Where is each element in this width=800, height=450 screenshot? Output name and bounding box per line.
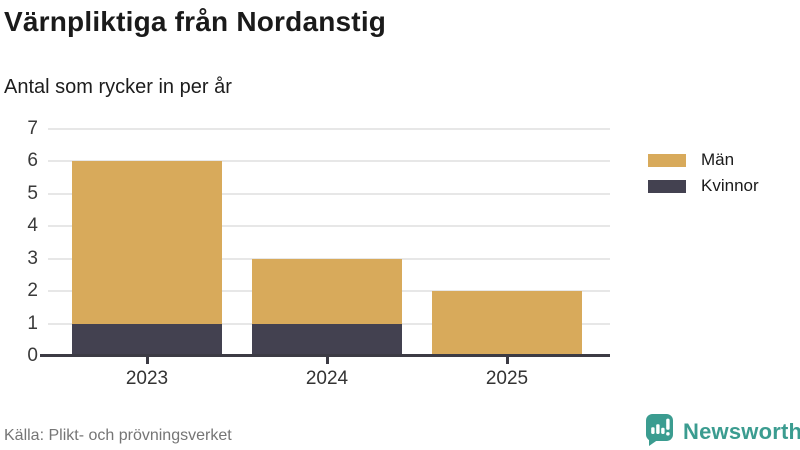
legend: Män Kvinnor	[648, 147, 759, 199]
legend-label-kvinnor: Kvinnor	[701, 176, 759, 195]
y-tick-label-4: 4	[27, 215, 38, 237]
bar-2025-män	[432, 291, 582, 356]
bar-2023-män	[72, 161, 222, 324]
bar-2024-män	[252, 258, 402, 324]
gridline-y6	[48, 160, 610, 163]
y-tick-label-0: 0	[27, 345, 38, 366]
y-tick-label-5: 5	[27, 182, 38, 204]
y-tick-label-3: 3	[27, 247, 38, 269]
bar-2023-kvinnor	[72, 323, 222, 356]
bar-2024-kvinnor	[252, 323, 402, 356]
legend-swatch-kvinnor	[648, 179, 686, 193]
x-axis-line	[40, 354, 610, 357]
y-tick-label-2: 2	[27, 280, 38, 302]
gridline-y4	[48, 225, 610, 228]
y-tick-label-1: 1	[27, 312, 38, 334]
x-tick-label-2024: 2024	[305, 368, 349, 389]
x-tick-2024	[325, 357, 329, 364]
chart-area: 0 1 2 3 4 5 6 7 2023 2024 2025	[0, 118, 800, 400]
x-tick-label-2025: 2025	[485, 368, 529, 389]
chart-subtitle: Antal som rycker in per år	[4, 76, 232, 98]
gridline-y5	[48, 192, 610, 195]
gridline-y7	[48, 128, 610, 130]
legend-item-kvinnor: Kvinnor	[648, 173, 759, 199]
x-tick-label-2023: 2023	[125, 368, 169, 389]
x-tick-2023	[145, 357, 149, 364]
legend-label-män: Män	[701, 150, 735, 169]
plot-area	[48, 128, 610, 356]
x-tick-2025	[505, 357, 509, 364]
y-tick-label-6: 6	[27, 150, 38, 172]
brand-name: Newsworthy	[683, 419, 800, 444]
legend-swatch-män	[648, 153, 686, 167]
y-tick-label-7: 7	[27, 118, 38, 139]
newsworthy-logo: Newsworthy	[645, 413, 800, 447]
legend-item-män: Män	[648, 147, 759, 173]
newsworthy-bubble-chart-icon	[646, 414, 673, 446]
source-caption: Källa: Plikt- och prövningsverket	[4, 427, 232, 444]
chart-title: Värnpliktiga från Nordanstig	[4, 6, 387, 37]
